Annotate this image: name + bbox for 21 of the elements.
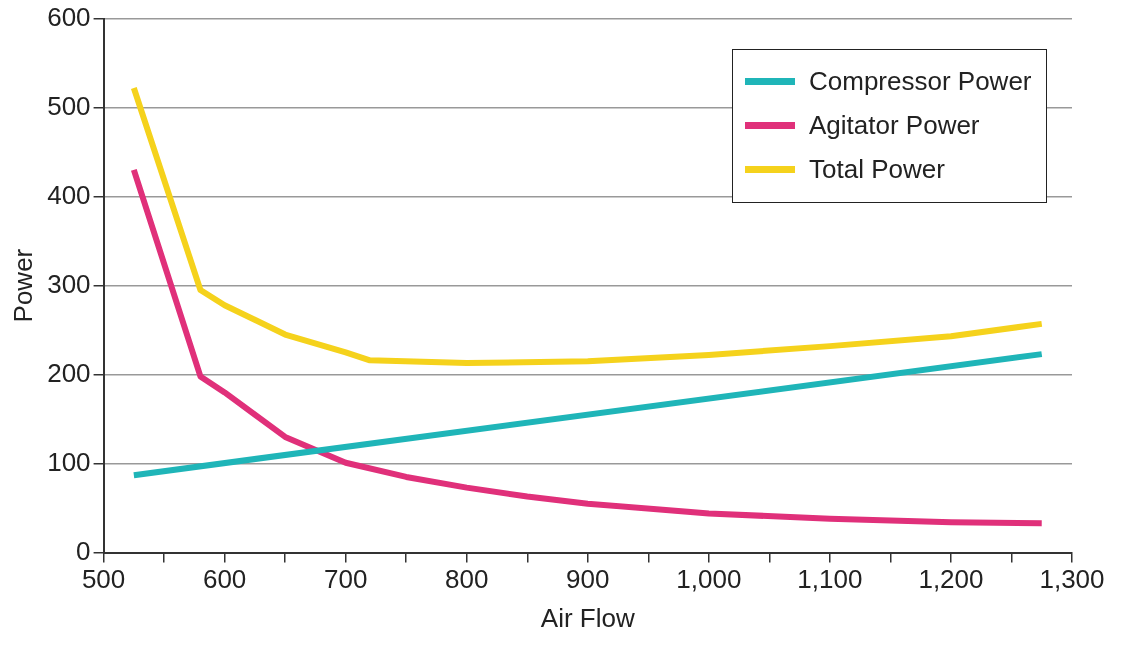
y-tick-label: 300: [47, 268, 91, 299]
legend-label: Compressor Power: [809, 66, 1032, 98]
x-tick-label: 500: [81, 564, 126, 595]
x-tick-label: 1,100: [797, 564, 863, 595]
y-tick-label: 200: [47, 357, 91, 388]
y-tick-label: 500: [47, 90, 91, 121]
y-tick-label: 100: [47, 446, 91, 477]
legend-label: Agitator Power: [809, 110, 980, 142]
y-tick-label: 600: [47, 1, 91, 32]
x-tick-label: 1,000: [676, 564, 742, 595]
x-tick-label: 900: [566, 564, 610, 595]
y-tick-label: 400: [47, 179, 91, 210]
x-tick-label: 800: [445, 564, 489, 595]
x-tick-label: 1,200: [918, 564, 984, 595]
y-tick-label: 0: [76, 535, 91, 566]
x-tick-label: 700: [323, 564, 368, 595]
x-tick-label: 600: [202, 564, 247, 595]
legend-label: Total Power: [809, 154, 945, 186]
y-axis-title: Power: [7, 248, 38, 323]
x-axis-title: Air Flow: [540, 602, 635, 633]
x-tick-label: 1,300: [1039, 564, 1105, 595]
